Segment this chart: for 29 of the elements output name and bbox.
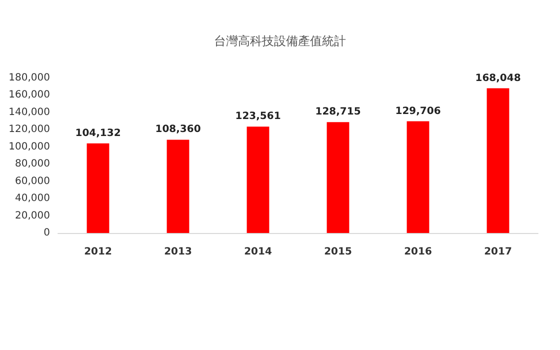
bar bbox=[326, 122, 350, 233]
y-tick-label: 80,000 bbox=[15, 158, 50, 170]
bar bbox=[166, 140, 190, 233]
y-tick-label: 20,000 bbox=[15, 210, 50, 222]
x-tick-label: 2016 bbox=[404, 246, 432, 258]
y-tick-label: 0 bbox=[44, 228, 50, 238]
bar bbox=[486, 88, 510, 233]
x-tick-label: 2012 bbox=[84, 246, 112, 258]
y-tick-label: 40,000 bbox=[15, 193, 50, 204]
x-tick-label: 2017 bbox=[484, 246, 512, 258]
chart-title: 台灣高科技設備產值統計 bbox=[214, 34, 346, 48]
x-tick-label: 2015 bbox=[324, 246, 352, 258]
data-label: 123,561 bbox=[235, 111, 281, 122]
bar bbox=[406, 121, 430, 233]
bar bbox=[246, 126, 270, 233]
x-tick-label: 2013 bbox=[164, 246, 192, 258]
data-label: 129,706 bbox=[395, 106, 441, 117]
y-tick-label: 120,000 bbox=[8, 124, 50, 136]
data-label: 128,715 bbox=[315, 106, 361, 118]
y-tick-label: 140,000 bbox=[8, 106, 50, 118]
data-label: 104,132 bbox=[75, 128, 121, 139]
y-tick-label: 100,000 bbox=[8, 141, 50, 152]
y-tick-label: 180,000 bbox=[8, 72, 50, 84]
data-label: 168,048 bbox=[475, 72, 521, 84]
y-tick-label: 160,000 bbox=[8, 90, 50, 101]
data-label: 108,360 bbox=[155, 124, 201, 136]
bar bbox=[86, 143, 110, 233]
x-tick-label: 2014 bbox=[244, 246, 272, 258]
y-tick-label: 60,000 bbox=[15, 176, 50, 187]
